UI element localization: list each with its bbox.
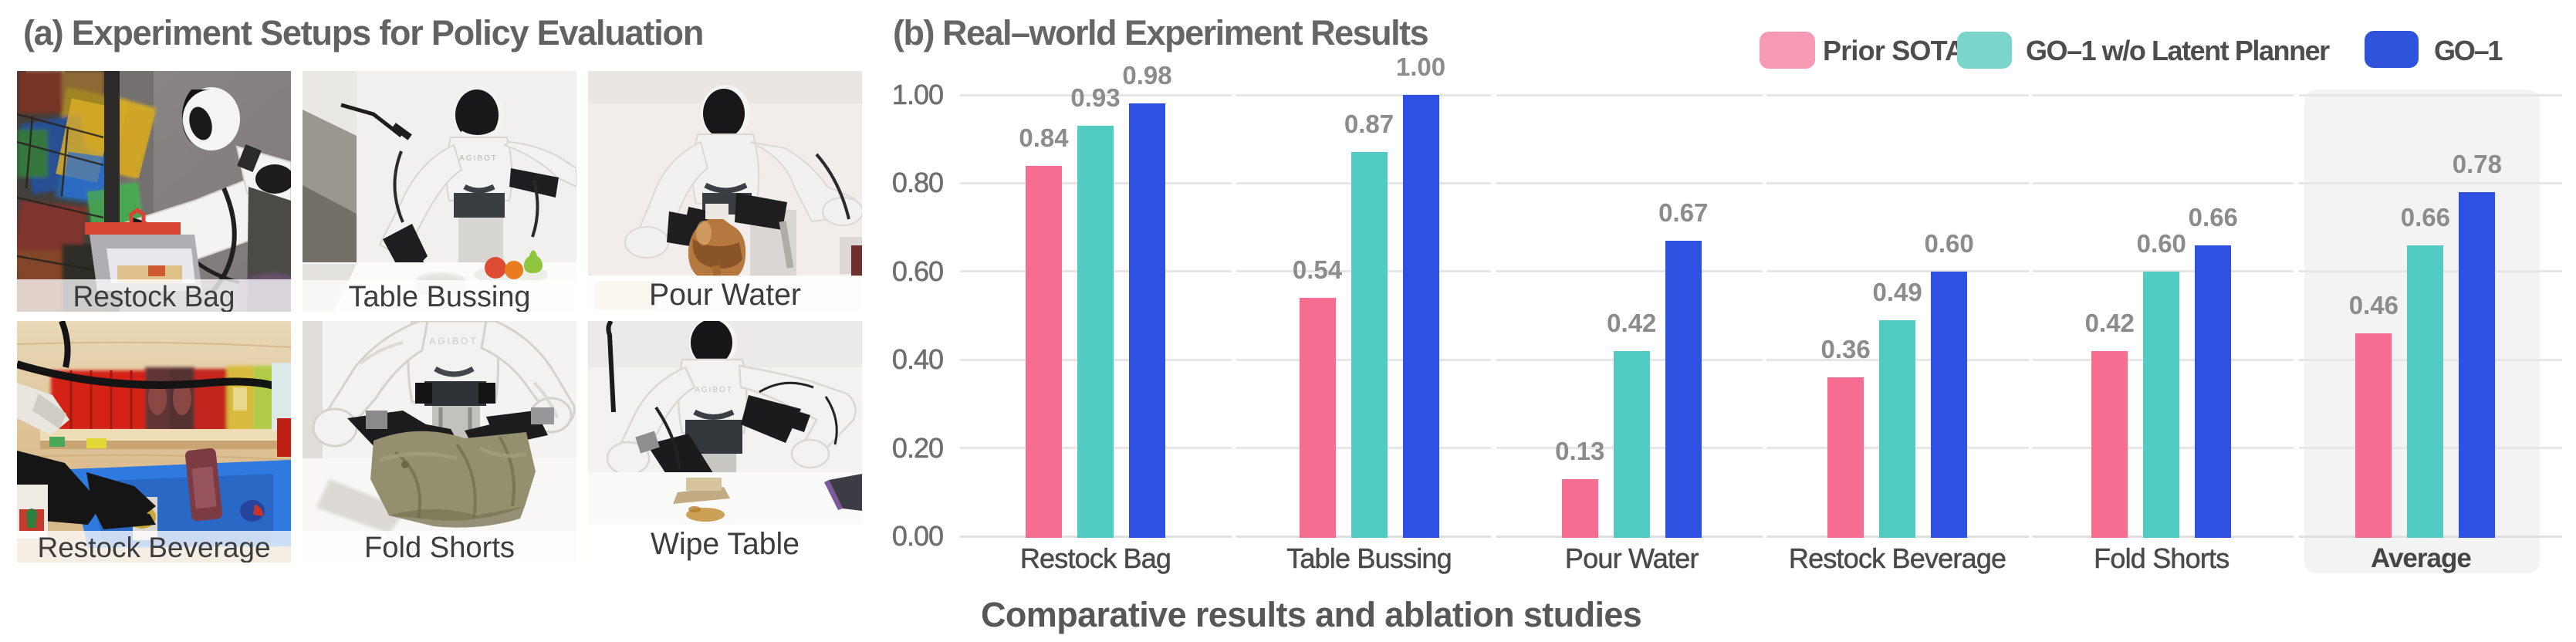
- svg-text:Wipe Table: Wipe Table: [651, 527, 800, 561]
- svg-text:Restock Beverage: Restock Beverage: [38, 532, 271, 563]
- svg-text:AGIBOT: AGIBOT: [459, 154, 498, 163]
- svg-text:Table Bussing: Table Bussing: [349, 281, 531, 312]
- svg-text:AGIBOT: AGIBOT: [429, 336, 478, 346]
- svg-text:Pour Water: Pour Water: [649, 278, 801, 312]
- svg-text:AGIBOT: AGIBOT: [695, 386, 733, 394]
- svg-text:Restock Bag: Restock Bag: [73, 281, 235, 312]
- svg-text:Fold Shorts: Fold Shorts: [364, 532, 515, 563]
